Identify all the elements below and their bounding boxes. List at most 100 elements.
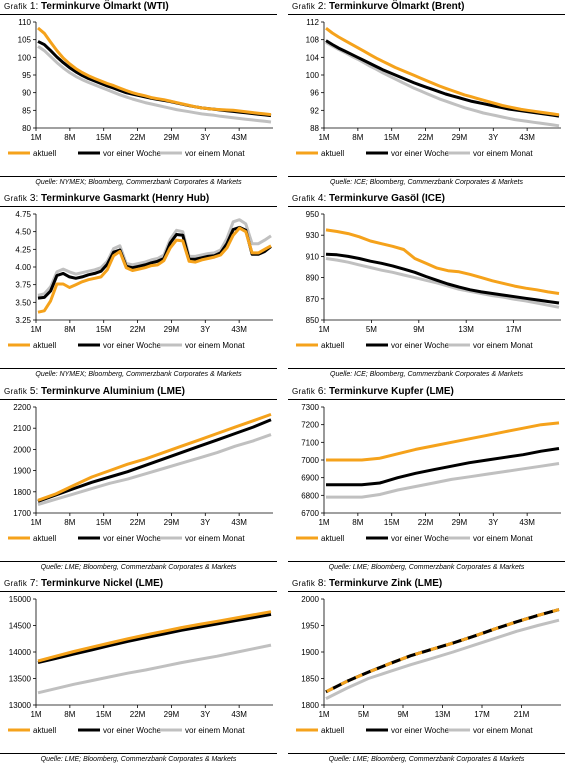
x-tick-label: 43M bbox=[519, 518, 535, 527]
x-tick-label: 3Y bbox=[200, 710, 210, 719]
x-tick-label: 43M bbox=[231, 133, 247, 142]
y-tick-label: 1900 bbox=[301, 648, 319, 657]
x-tick-label: 22M bbox=[130, 518, 146, 527]
chart-title-name: Terminkurve Gasmarkt (Henry Hub) bbox=[41, 193, 210, 204]
x-tick-label: 29M bbox=[164, 518, 180, 527]
x-tick-label: 3Y bbox=[200, 518, 210, 527]
y-tick-label: 4.50 bbox=[15, 228, 31, 237]
x-tick-label: 43M bbox=[231, 710, 247, 719]
x-tick-label: 29M bbox=[164, 710, 180, 719]
y-tick-label: 96 bbox=[310, 89, 319, 98]
chart-panel-5: Grafik 5: Terminkurve Aluminium (LME) 170… bbox=[0, 385, 277, 575]
y-tick-label: 2200 bbox=[13, 403, 31, 412]
chart-title: Grafik 2: Terminkurve Ölmarkt (Brent) bbox=[292, 1, 464, 12]
x-tick-label: 21M bbox=[514, 710, 530, 719]
line-chart: 1800 1850 1900 1950 2000 1M 5M 9M 13M 17M 21M aktue… bbox=[296, 595, 561, 735]
x-tick-label: 3Y bbox=[488, 133, 498, 142]
legend-label-aktuell: aktuell bbox=[321, 726, 344, 735]
x-tick-label: 22M bbox=[130, 710, 146, 719]
chart-panel-7: Grafik 7: Terminkurve Nickel (LME) 13000 1… bbox=[0, 577, 277, 767]
x-tick-label: 1M bbox=[30, 133, 41, 142]
x-tick-label: 29M bbox=[164, 133, 180, 142]
x-tick-label: 13M bbox=[458, 325, 474, 334]
source-rule bbox=[288, 561, 565, 562]
x-tick-label: 22M bbox=[130, 325, 146, 334]
chart-panel-4: Grafik 4: Terminkurve Gasöl (ICE) 850 870 8… bbox=[288, 192, 565, 382]
y-tick-label: 3.25 bbox=[15, 316, 31, 325]
source-rule bbox=[0, 176, 277, 177]
line-chart: 1700 1800 1900 2000 2100 2200 1M 8M 15M 22M 29M 3Y 4… bbox=[8, 403, 273, 543]
legend-label-monat: vor einem Monat bbox=[473, 726, 533, 735]
legend-label-woche: vor einer Woche bbox=[391, 726, 450, 735]
x-tick-label: 15M bbox=[96, 133, 112, 142]
chart-title-number: 8: bbox=[317, 578, 327, 589]
x-tick-label: 13M bbox=[435, 710, 451, 719]
y-tick-label: 3.50 bbox=[15, 298, 31, 307]
chart-title-name: Terminkurve Aluminium (LME) bbox=[41, 386, 185, 397]
chart-title-name: Terminkurve Zink (LME) bbox=[329, 578, 443, 589]
source-note: Quelle: NYMEX; Bloomberg, Commerzbank Co… bbox=[35, 179, 242, 186]
line-chart: 88 92 96 100 104 108 112 1M 8M 15M 22M 29M 3Y 43M aktu… bbox=[296, 18, 561, 158]
source-rule bbox=[0, 368, 277, 369]
chart-title-number: 4: bbox=[317, 193, 327, 204]
legend-label-aktuell: aktuell bbox=[321, 149, 344, 158]
series-line-monat bbox=[37, 643, 272, 695]
x-tick-label: 29M bbox=[452, 133, 468, 142]
chart-panel-6: Grafik 6: Terminkurve Kupfer (LME) 6700 68… bbox=[288, 385, 565, 575]
series-line-woche bbox=[37, 225, 272, 300]
y-tick-label: 1800 bbox=[13, 488, 31, 497]
source-note: Quelle: ICE; Bloomberg, Commerzbank Corp… bbox=[330, 179, 523, 186]
y-tick-label: 2000 bbox=[13, 445, 31, 454]
title-rule bbox=[0, 206, 277, 207]
y-tick-label: 13000 bbox=[9, 701, 32, 710]
legend-label-woche: vor einer Woche bbox=[103, 726, 162, 735]
y-tick-label: 100 bbox=[306, 71, 320, 80]
legend-label-woche: vor einer Woche bbox=[391, 534, 450, 543]
x-tick-label: 1M bbox=[318, 518, 329, 527]
x-tick-label: 8M bbox=[64, 133, 75, 142]
y-tick-label: 104 bbox=[306, 53, 320, 62]
x-tick-label: 8M bbox=[64, 325, 75, 334]
line-chart: 850 870 890 910 930 950 1M 5M 9M 13M 17M aktuell vor… bbox=[296, 210, 561, 350]
y-tick-label: 14500 bbox=[9, 622, 32, 631]
source-rule bbox=[0, 561, 277, 562]
series-line-woche-overlay bbox=[325, 608, 560, 694]
x-tick-label: 8M bbox=[352, 518, 363, 527]
source-rule bbox=[288, 368, 565, 369]
legend-label-monat: vor einem Monat bbox=[473, 341, 533, 350]
x-tick-label: 17M bbox=[506, 325, 522, 334]
series-line-monat bbox=[325, 40, 560, 128]
source-note: Quelle: NYMEX; Bloomberg, Commerzbank Co… bbox=[35, 371, 242, 378]
y-tick-label: 2000 bbox=[301, 595, 319, 604]
x-tick-label: 1M bbox=[318, 133, 329, 142]
chart-panel-2: Grafik 2: Terminkurve Ölmarkt (Brent) 88 9… bbox=[288, 0, 565, 190]
x-tick-label: 17M bbox=[474, 710, 490, 719]
chart-title-prefix: Grafik bbox=[4, 194, 28, 203]
x-tick-label: 1M bbox=[30, 710, 41, 719]
line-chart: 80 85 90 95 100 105 110 1M 8M 15M 22M 29M 3Y 43M aktue… bbox=[8, 18, 273, 158]
series-line-aktuell bbox=[37, 26, 272, 117]
y-tick-label: 1950 bbox=[301, 622, 319, 631]
legend-label-woche: vor einer Woche bbox=[391, 341, 450, 350]
chart-title-name: Terminkurve Ölmarkt (Brent) bbox=[329, 1, 465, 12]
chart-panel-1: Grafik 1: Terminkurve Ölmarkt (WTI) 80 85 9… bbox=[0, 0, 277, 190]
x-tick-label: 15M bbox=[96, 518, 112, 527]
title-rule bbox=[0, 591, 277, 592]
chart-title-name: Terminkurve Kupfer (LME) bbox=[329, 386, 454, 397]
title-rule bbox=[288, 591, 565, 592]
chart-title-prefix: Grafik bbox=[292, 579, 316, 588]
x-tick-label: 43M bbox=[519, 133, 535, 142]
chart-title-name: Terminkurve Nickel (LME) bbox=[41, 578, 164, 589]
x-tick-label: 8M bbox=[64, 710, 75, 719]
y-tick-label: 6800 bbox=[301, 491, 319, 500]
y-tick-label: 15000 bbox=[9, 595, 32, 604]
y-tick-label: 3.75 bbox=[15, 281, 31, 290]
series-line-woche bbox=[325, 39, 560, 118]
x-tick-label: 15M bbox=[384, 518, 400, 527]
y-tick-label: 88 bbox=[310, 124, 319, 133]
series-line-monat bbox=[37, 218, 272, 297]
series-line-aktuell bbox=[37, 412, 272, 502]
x-tick-label: 8M bbox=[64, 518, 75, 527]
y-tick-label: 95 bbox=[22, 71, 31, 80]
chart-title-number: 7: bbox=[29, 578, 39, 589]
